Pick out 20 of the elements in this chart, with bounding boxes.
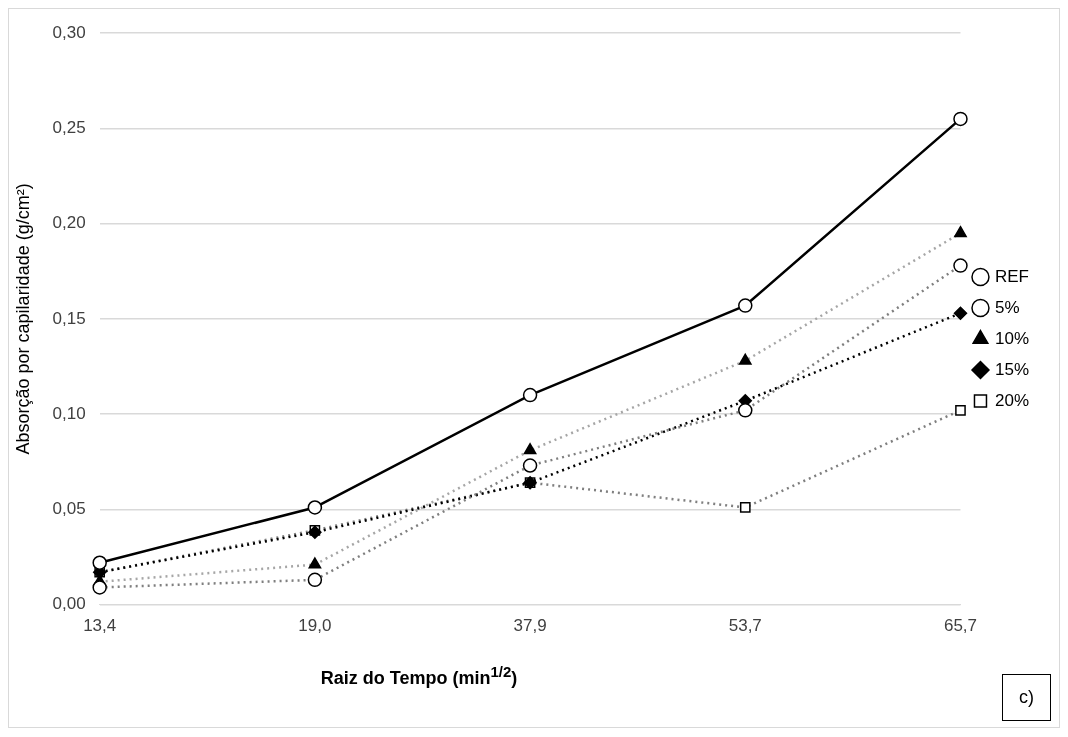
x-tick-label: 13,4 bbox=[83, 616, 117, 636]
legend-label: 15% bbox=[994, 359, 1030, 379]
text: c) bbox=[1002, 674, 1051, 721]
y-tick-label: 0,25 bbox=[52, 118, 86, 138]
legend-label: 10% bbox=[994, 328, 1030, 348]
y-tick-label: 0,30 bbox=[52, 22, 86, 42]
legend-label: REF bbox=[994, 266, 1029, 286]
legend-label: 5% bbox=[994, 297, 1020, 317]
y-tick-label: 0,15 bbox=[52, 308, 86, 328]
y-axis-title: Absorção por capilaridade (g/cm²) bbox=[12, 183, 33, 455]
y-tick-label: 0,20 bbox=[52, 213, 86, 233]
y-tick-label: 0,10 bbox=[52, 403, 86, 423]
y-tick-label: 0,05 bbox=[52, 499, 86, 519]
x-axis-title: Raiz do Tempo (min$^{1/2}$) bbox=[319, 663, 519, 689]
x-tick-label: 65,7 bbox=[943, 616, 978, 636]
y-tick-label: 0,00 bbox=[52, 594, 86, 614]
legend-label: 20% bbox=[994, 390, 1030, 410]
x-tick-label: 19,0 bbox=[298, 616, 332, 636]
x-tick-label: 37,9 bbox=[513, 616, 547, 636]
x-tick-label: 53,7 bbox=[728, 616, 762, 636]
